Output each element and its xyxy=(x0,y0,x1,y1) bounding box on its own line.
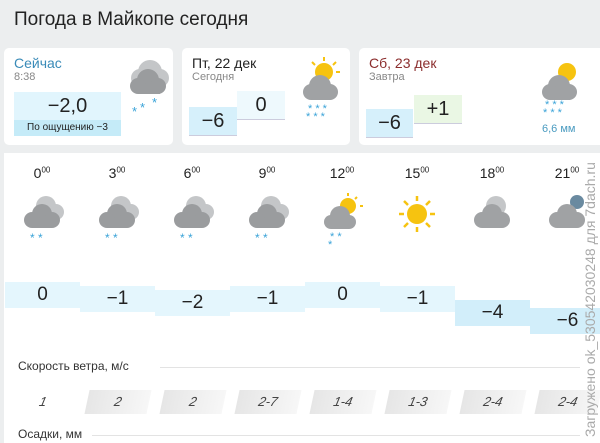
divider xyxy=(160,367,580,368)
wind-speed: 2-4 xyxy=(459,390,527,414)
svg-text:* * *: * * * xyxy=(543,107,563,119)
today-day: 0 xyxy=(237,91,285,119)
hour-label: 2100 xyxy=(554,165,580,181)
hour-temp: 0 xyxy=(5,282,80,308)
hour-temp: −1 xyxy=(230,286,305,312)
sun-cloud-snow-icon: * * ** * * xyxy=(542,63,577,119)
sun-cloud-snow-icon: * ** xyxy=(324,193,363,251)
cloud-snow-icon: * * xyxy=(174,196,214,245)
wind-speed: 1 xyxy=(37,394,49,409)
hour-label: 600 xyxy=(183,165,201,181)
svg-text:* *: * * xyxy=(30,231,43,245)
svg-text:*: * xyxy=(328,239,333,251)
today-card[interactable]: Пт, 22 дек Сегодня −6 0 * * * * * * xyxy=(182,48,350,145)
hour-label: 300 xyxy=(108,165,126,181)
cloud-snow-icon: * * xyxy=(249,196,289,245)
svg-text:* *: * * xyxy=(180,231,193,245)
wind-speed: 1-4 xyxy=(309,390,377,414)
precip-label: Осадки, мм xyxy=(18,427,83,441)
moon-cloud-icon xyxy=(549,195,585,228)
now-label: Сейчас xyxy=(14,55,62,71)
svg-text:* * *: * * * xyxy=(545,99,565,111)
svg-text:*: * xyxy=(132,104,137,112)
hour-temp: −6 xyxy=(530,308,600,334)
divider xyxy=(92,435,580,436)
hour-temp: −4 xyxy=(455,300,530,326)
now-temp: −2,0 xyxy=(14,92,121,120)
hour-temp: −1 xyxy=(380,286,455,312)
tomorrow-day: +1 xyxy=(414,95,462,123)
hour-label: 1200 xyxy=(329,165,355,181)
cloud-snow-icon: * * xyxy=(99,196,139,245)
svg-text:* *: * * xyxy=(255,231,268,245)
tomorrow-label: Сб, 23 дек xyxy=(369,55,437,71)
sun-cloud-snow-icon: * * ** * * xyxy=(303,57,340,120)
hour-temp: −2 xyxy=(155,290,230,316)
svg-text:* * *: * * * xyxy=(306,111,326,120)
page-title: Погода в Майкопе сегодня xyxy=(14,9,249,30)
svg-text:* * *: * * * xyxy=(308,103,328,115)
today-label: Пт, 22 дек xyxy=(192,55,257,71)
watermark: Загружено ok_530542030248 для 7dach.ru xyxy=(582,162,598,437)
wind-speed: 2-7 xyxy=(234,390,302,414)
tomorrow-sub: Завтра xyxy=(369,71,405,83)
svg-text:* *: * * xyxy=(330,231,342,243)
hour-label: 1800 xyxy=(479,165,505,181)
hour-label: 1500 xyxy=(404,165,430,181)
hour-label: 000 xyxy=(33,165,51,181)
today-night: −6 xyxy=(189,107,237,135)
svg-text:* *: * * xyxy=(105,231,118,245)
cloud-snow-icon: * * xyxy=(24,196,64,245)
feels-like: По ощущению −3 xyxy=(14,120,121,136)
tomorrow-precip: 6,6 мм xyxy=(542,123,576,135)
wind-speed: 2 xyxy=(159,390,227,414)
now-time: 8:38 xyxy=(14,71,36,83)
svg-text:*: * xyxy=(152,95,157,110)
wind-speed: 1-3 xyxy=(384,390,452,414)
tomorrow-night: −6 xyxy=(366,109,413,137)
cloud-icon xyxy=(474,196,510,228)
hour-label: 900 xyxy=(258,165,276,181)
today-sub: Сегодня xyxy=(192,71,235,83)
cloud-snow-icon: * ** xyxy=(130,60,169,112)
tomorrow-card[interactable]: Сб, 23 дек Завтра −6 +1 * * * * * * 6,6 м… xyxy=(359,48,600,145)
sun-icon xyxy=(399,196,435,232)
hour-temp: −1 xyxy=(80,286,155,312)
svg-text:*: * xyxy=(140,100,145,112)
wind-label: Скорость ветра, м/с xyxy=(18,359,129,373)
hour-temp: 0 xyxy=(305,282,380,308)
now-card[interactable]: Сейчас 8:38 −2,0 По ощущению −3 * * * xyxy=(4,48,173,145)
wind-speed: 2 xyxy=(84,390,152,414)
